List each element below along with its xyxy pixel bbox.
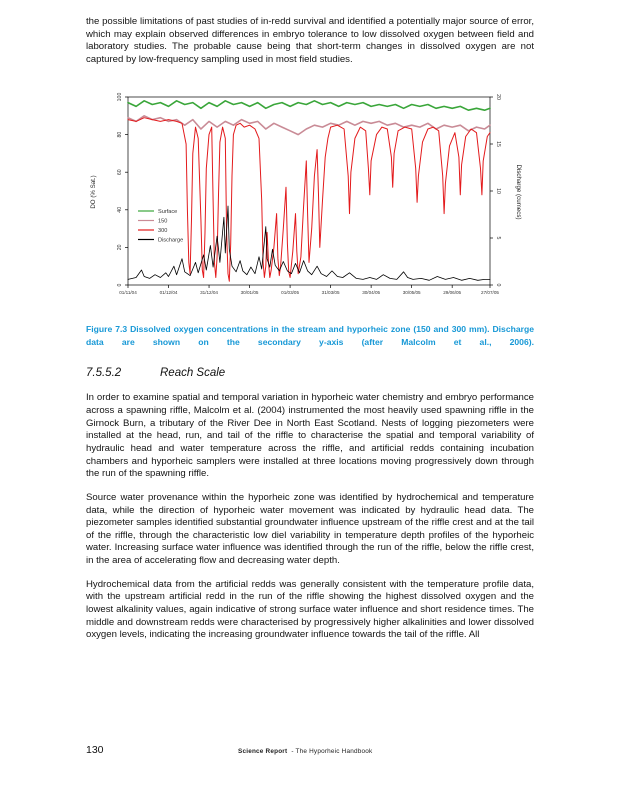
series-line-surface	[127, 99, 491, 111]
series-line-150	[127, 114, 491, 136]
x-tick-label: 01/12/04	[160, 290, 178, 295]
section-title: Reach Scale	[160, 367, 226, 380]
y-left-tick-label: 100	[117, 92, 123, 101]
y-right-tick-label: 5	[495, 236, 501, 239]
intro-paragraph: the possible limitations of past studies…	[86, 16, 534, 65]
y-left-axis-label: DO (% Sat.)	[90, 175, 97, 208]
x-tick-label: 30/01/05	[241, 290, 259, 295]
series-line-discharge	[127, 205, 491, 281]
footer-handbook-title: - The Hyporheic Handbook	[291, 748, 373, 755]
y-right-axis-label: Discharge (cumecs)	[515, 164, 522, 219]
section-heading: 7.5.5.2 Reach Scale	[86, 367, 534, 379]
x-tick-label: 30/04/05	[362, 290, 380, 295]
x-tick-label: 01/03/05	[281, 290, 299, 295]
y-right-tick-label: 15	[495, 141, 501, 147]
content-column: the possible limitations of past studies…	[86, 16, 534, 653]
x-tick-label: 27/07/05	[481, 290, 499, 295]
footer-report-label: Science Report	[238, 748, 288, 755]
legend-label-300: 300	[158, 228, 167, 234]
x-tick-label: 01/11/04	[119, 290, 137, 295]
y-right-tick-label: 10	[495, 188, 501, 194]
y-right-tick-label: 0	[495, 283, 501, 286]
legend-label-surface: Surface	[158, 209, 177, 215]
figure-caption: Figure 7.3 Dissolved oxygen concentratio…	[86, 323, 534, 347]
y-left-tick-label: 60	[117, 169, 123, 175]
y-left-tick-label: 40	[117, 206, 123, 212]
y-left-tick-label: 80	[117, 131, 123, 137]
x-tick-label: 30/05/05	[403, 290, 421, 295]
paragraph-1: In order to examine spatial and temporal…	[86, 392, 534, 480]
x-tick-label: 29/06/05	[443, 290, 461, 295]
do-timeseries-chart: DO (% Sat.) Discharge (cumecs) 01/11/04 0…	[90, 92, 522, 294]
series-line-300	[127, 116, 491, 282]
paragraph-2: Source water provenance within the hypor…	[86, 491, 534, 567]
figure-7-3: DO (% Sat.) Discharge (cumecs) 01/11/04 0…	[86, 89, 534, 350]
y-left-tick-label: 20	[117, 244, 123, 250]
y-right-tick-label: 20	[495, 94, 501, 100]
legend-label-150: 150	[158, 218, 167, 224]
paragraph-3: Hydrochemical data from the artificial r…	[86, 578, 534, 641]
y-left-tick-label: 0	[117, 283, 123, 286]
page-number: 130	[86, 744, 104, 756]
section-number: 7.5.5.2	[86, 367, 122, 380]
x-tick-label: 31/12/04	[200, 290, 218, 295]
chart-legend: Surface 150 300 Discharge	[138, 209, 183, 243]
x-tick-label: 31/03/05	[322, 290, 340, 295]
legend-label-discharge: Discharge	[158, 237, 183, 243]
footer-text: Science Report - The Hyporheic Handbook	[238, 748, 372, 755]
axis-ticks: 01/11/04 01/12/04 31/12/04 30/01/05 01/03/05…	[117, 92, 501, 294]
